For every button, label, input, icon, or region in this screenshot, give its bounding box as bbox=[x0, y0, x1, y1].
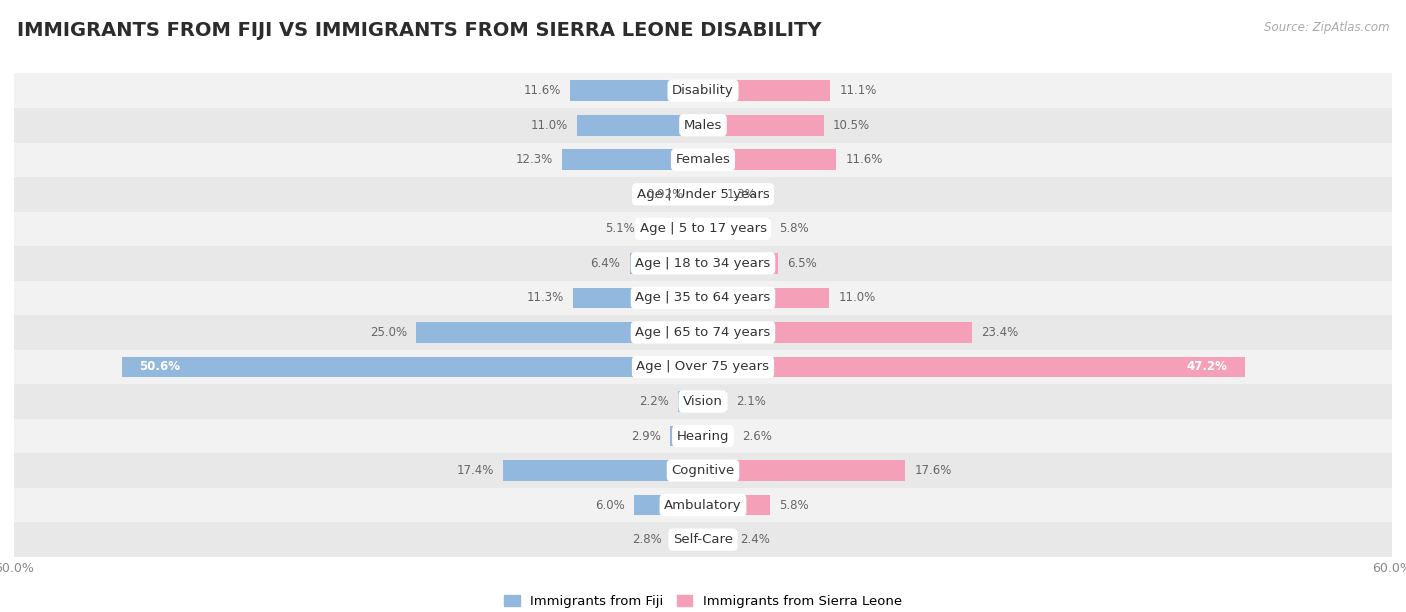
Text: 2.9%: 2.9% bbox=[631, 430, 661, 442]
Text: Self-Care: Self-Care bbox=[673, 533, 733, 546]
Text: Ambulatory: Ambulatory bbox=[664, 499, 742, 512]
Bar bbox=[644, 218, 703, 239]
Text: Age | 65 to 74 years: Age | 65 to 74 years bbox=[636, 326, 770, 339]
Text: Age | 35 to 64 years: Age | 35 to 64 years bbox=[636, 291, 770, 304]
Text: 11.0%: 11.0% bbox=[838, 291, 876, 304]
Text: 5.1%: 5.1% bbox=[606, 222, 636, 236]
Text: 0.92%: 0.92% bbox=[645, 188, 683, 201]
Text: 12.3%: 12.3% bbox=[516, 153, 553, 166]
Bar bbox=[14, 73, 1392, 108]
Text: Age | 5 to 17 years: Age | 5 to 17 years bbox=[640, 222, 766, 236]
Text: 47.2%: 47.2% bbox=[1187, 360, 1227, 373]
Bar bbox=[14, 384, 1392, 419]
Bar bbox=[569, 80, 703, 101]
Bar bbox=[122, 357, 703, 378]
Text: Cognitive: Cognitive bbox=[672, 464, 734, 477]
Bar bbox=[503, 460, 703, 481]
Text: 5.8%: 5.8% bbox=[779, 222, 808, 236]
Bar bbox=[634, 494, 703, 515]
Bar bbox=[14, 523, 1392, 557]
Bar bbox=[14, 419, 1392, 453]
Bar bbox=[703, 391, 727, 412]
Text: Age | Over 75 years: Age | Over 75 years bbox=[637, 360, 769, 373]
Text: 2.1%: 2.1% bbox=[737, 395, 766, 408]
Text: Age | Under 5 years: Age | Under 5 years bbox=[637, 188, 769, 201]
Bar bbox=[703, 288, 830, 308]
Text: 1.3%: 1.3% bbox=[727, 188, 756, 201]
Bar bbox=[14, 143, 1392, 177]
Text: 11.3%: 11.3% bbox=[527, 291, 564, 304]
Bar bbox=[703, 184, 718, 204]
Bar bbox=[14, 177, 1392, 212]
Bar bbox=[669, 426, 703, 446]
Bar bbox=[703, 460, 905, 481]
Text: 11.6%: 11.6% bbox=[845, 153, 883, 166]
Bar bbox=[703, 149, 837, 170]
Text: Males: Males bbox=[683, 119, 723, 132]
Bar bbox=[14, 315, 1392, 349]
Text: 2.8%: 2.8% bbox=[631, 533, 662, 546]
Text: 10.5%: 10.5% bbox=[832, 119, 870, 132]
Bar bbox=[678, 391, 703, 412]
Bar bbox=[692, 184, 703, 204]
Bar bbox=[671, 529, 703, 550]
Text: Vision: Vision bbox=[683, 395, 723, 408]
Text: 6.4%: 6.4% bbox=[591, 257, 620, 270]
Text: 11.0%: 11.0% bbox=[530, 119, 568, 132]
Text: 2.6%: 2.6% bbox=[742, 430, 772, 442]
Text: 11.6%: 11.6% bbox=[523, 84, 561, 97]
Bar bbox=[14, 349, 1392, 384]
Text: Hearing: Hearing bbox=[676, 430, 730, 442]
Text: Age | 18 to 34 years: Age | 18 to 34 years bbox=[636, 257, 770, 270]
Bar bbox=[14, 212, 1392, 246]
Bar bbox=[703, 322, 972, 343]
Bar bbox=[703, 494, 769, 515]
Text: Disability: Disability bbox=[672, 84, 734, 97]
Bar bbox=[630, 253, 703, 274]
Bar bbox=[703, 80, 831, 101]
Text: 50.6%: 50.6% bbox=[139, 360, 180, 373]
Bar bbox=[14, 453, 1392, 488]
Text: 2.4%: 2.4% bbox=[740, 533, 769, 546]
Bar bbox=[416, 322, 703, 343]
Text: 25.0%: 25.0% bbox=[370, 326, 406, 339]
Bar bbox=[703, 115, 824, 136]
Text: 2.2%: 2.2% bbox=[638, 395, 669, 408]
Bar bbox=[14, 281, 1392, 315]
Bar bbox=[574, 288, 703, 308]
Text: 6.5%: 6.5% bbox=[787, 257, 817, 270]
Text: IMMIGRANTS FROM FIJI VS IMMIGRANTS FROM SIERRA LEONE DISABILITY: IMMIGRANTS FROM FIJI VS IMMIGRANTS FROM … bbox=[17, 21, 821, 40]
Bar bbox=[703, 357, 1244, 378]
Bar bbox=[576, 115, 703, 136]
Text: 17.4%: 17.4% bbox=[457, 464, 494, 477]
Text: Source: ZipAtlas.com: Source: ZipAtlas.com bbox=[1264, 21, 1389, 34]
Text: 11.1%: 11.1% bbox=[839, 84, 877, 97]
Bar bbox=[703, 426, 733, 446]
Text: 17.6%: 17.6% bbox=[914, 464, 952, 477]
Text: 6.0%: 6.0% bbox=[595, 499, 624, 512]
Bar bbox=[14, 246, 1392, 281]
Bar bbox=[703, 253, 778, 274]
Bar bbox=[703, 529, 731, 550]
Bar bbox=[703, 218, 769, 239]
Bar bbox=[562, 149, 703, 170]
Bar bbox=[14, 488, 1392, 523]
Text: 23.4%: 23.4% bbox=[981, 326, 1018, 339]
Bar bbox=[14, 108, 1392, 143]
Text: Females: Females bbox=[675, 153, 731, 166]
Legend: Immigrants from Fiji, Immigrants from Sierra Leone: Immigrants from Fiji, Immigrants from Si… bbox=[499, 589, 907, 612]
Text: 5.8%: 5.8% bbox=[779, 499, 808, 512]
